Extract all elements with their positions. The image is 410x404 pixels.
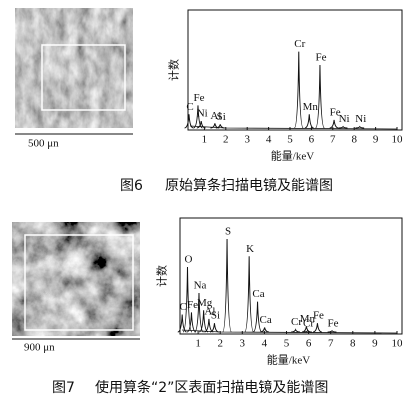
peak [222, 238, 232, 333]
x-tick-label: 5 [287, 134, 293, 146]
scale-label: 900 μn [24, 342, 55, 354]
peak-label: Mn [300, 313, 316, 325]
x-tick-label: 3 [240, 338, 246, 350]
peak-label: Cr [294, 38, 305, 50]
x-axis-label: 能量/keV [271, 149, 314, 163]
caption: 原始算条扫描电镜及能谱图 [165, 177, 333, 194]
x-tick-label: 9 [372, 338, 378, 350]
peak-label: S [225, 225, 231, 237]
x-tick-label: 7 [330, 134, 336, 146]
caption-number: 图7 [52, 380, 75, 396]
peak [301, 326, 311, 333]
peak-label: C [180, 301, 187, 313]
peak-label: C [186, 101, 193, 113]
baseline-noise [181, 329, 398, 334]
x-tick-label: 6 [306, 338, 312, 350]
x-tick-label: 2 [217, 338, 223, 350]
peak-label: Al [204, 305, 215, 317]
caption: 使用算条“2”区表面扫描电镜及能谱图 [95, 379, 328, 396]
x-tick-label: 3 [244, 134, 250, 146]
peak-label: Al [210, 110, 221, 122]
x-axis-label: 能量/keV [267, 353, 310, 367]
x-tick-label: 1 [202, 134, 208, 146]
y-axis-label: 计数 [156, 265, 169, 287]
x-tick-label: 1 [195, 338, 201, 350]
peak [244, 256, 255, 333]
peak [215, 124, 225, 129]
selection-box [41, 44, 126, 111]
y-axis-label: 计数 [168, 59, 181, 81]
peak-label: Fe [187, 299, 198, 311]
peak [204, 318, 214, 333]
x-tick-label: 7 [328, 338, 334, 350]
peak-label: Fe [328, 317, 339, 329]
plot-frame [187, 9, 403, 131]
peak-label: Fe [330, 106, 341, 118]
sem-image [15, 8, 133, 128]
scale-label: 500 μn [28, 138, 59, 150]
peak-label: Fe [315, 52, 326, 64]
peak [293, 51, 304, 129]
x-tick-label: 8 [350, 338, 356, 350]
peak-label: Mn [303, 101, 319, 113]
peak [355, 125, 365, 129]
peak-label: Na [194, 279, 207, 291]
peak [252, 301, 263, 333]
peak-label: Cr [291, 316, 302, 328]
peak-label: Ni [339, 113, 350, 125]
peak [312, 323, 322, 333]
peak [291, 328, 300, 333]
sem-image [12, 222, 140, 336]
peak [193, 105, 203, 129]
peak-label: K [246, 243, 254, 255]
x-tick-label: 9 [373, 134, 379, 146]
peak-label: Cr [303, 317, 314, 329]
peak [327, 329, 337, 333]
peak [315, 65, 325, 129]
x-tick-label: 4 [262, 338, 268, 350]
baseline-noise [189, 125, 398, 130]
plot-frame [179, 217, 403, 335]
peak [199, 310, 209, 333]
peak-label: Ni [197, 108, 208, 120]
peak-label: Fe [313, 310, 324, 322]
peak-label: Si [217, 111, 226, 123]
x-tick-label: 10 [392, 338, 404, 350]
peak [304, 114, 314, 129]
peak-label: Ca [252, 288, 264, 300]
peak-label: Si [211, 310, 220, 322]
selection-box [24, 234, 134, 331]
x-tick-label: 5 [284, 338, 290, 350]
peak-label: Ni [355, 113, 366, 125]
peak-label: Mg [197, 297, 213, 309]
peak-label: Fe [193, 92, 204, 104]
x-tick-label: 8 [351, 134, 357, 146]
x-tick-label: 6 [309, 134, 315, 146]
caption-number: 图6 [120, 178, 143, 194]
x-tick-label: 2 [223, 134, 229, 146]
peak-label: Ca [260, 314, 272, 326]
peak [209, 323, 219, 333]
peak [177, 314, 187, 333]
x-tick-label: 10 [392, 134, 404, 146]
peak [196, 120, 206, 129]
peak [338, 125, 348, 129]
peak [260, 327, 270, 333]
peak [184, 114, 194, 129]
peak [329, 119, 339, 129]
x-tick-label: 4 [266, 134, 272, 146]
peak [186, 312, 197, 333]
peak-label: O [185, 254, 193, 266]
